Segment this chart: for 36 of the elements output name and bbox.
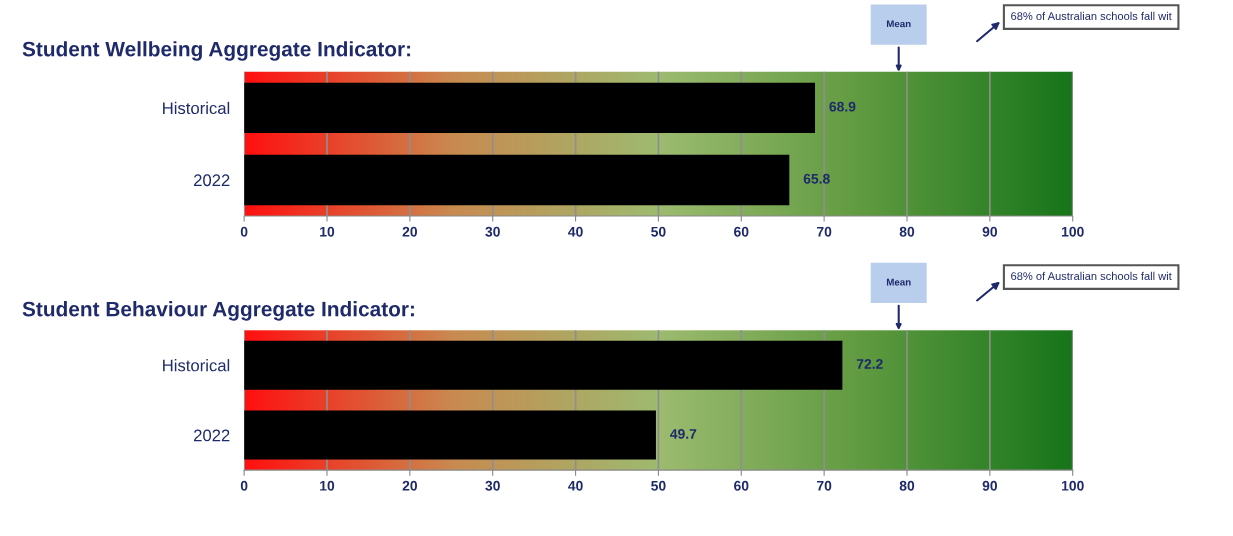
text: 68% of Australian schools fall wit [1011,11,1172,21]
x-tick-label: 20 [402,480,417,491]
x-tick-label: 100 [1062,480,1084,491]
x-tick-label: 70 [817,480,832,491]
x-tick-label: 70 [817,226,832,237]
y-tick-label: Historical [163,101,230,115]
data-label: 72.2 [856,359,883,369]
x-tick-label: 10 [320,480,335,491]
chart-title: Student Wellbeing Aggregate Indicator: [22,41,411,61]
x-tick-label: 90 [982,480,998,491]
data-label: 49.7 [670,428,697,439]
data-label: 65.8 [803,173,830,184]
x-tick-label: 50 [651,226,666,237]
chart-title: Student Behaviour Aggregate Indicator: [22,301,414,321]
text: Mean [886,278,911,286]
y-tick-label: 2022 [194,429,230,442]
x-tick-label: 60 [734,480,749,491]
x-tick-label: 20 [402,226,417,237]
x-tick-label: 80 [899,226,915,237]
text: 68% of Australian schools fall wit [1011,271,1172,280]
x-tick-label: 0 [240,226,248,237]
x-tick-label: 100 [1062,226,1084,237]
x-tick-label: 60 [734,226,749,237]
x-tick-label: 40 [568,480,583,491]
data-label: 68.9 [829,101,856,112]
text: Mean [886,20,911,28]
x-tick-label: 30 [485,226,500,237]
x-tick-label: 80 [899,480,915,491]
x-tick-label: 40 [568,226,583,237]
x-tick-label: 0 [240,480,248,491]
x-tick-label: 90 [982,226,998,237]
x-tick-label: 50 [651,480,666,491]
x-tick-label: 30 [485,480,500,491]
y-tick-label: 2022 [194,174,230,187]
x-tick-label: 10 [320,226,335,237]
y-tick-label: Historical [163,359,230,372]
